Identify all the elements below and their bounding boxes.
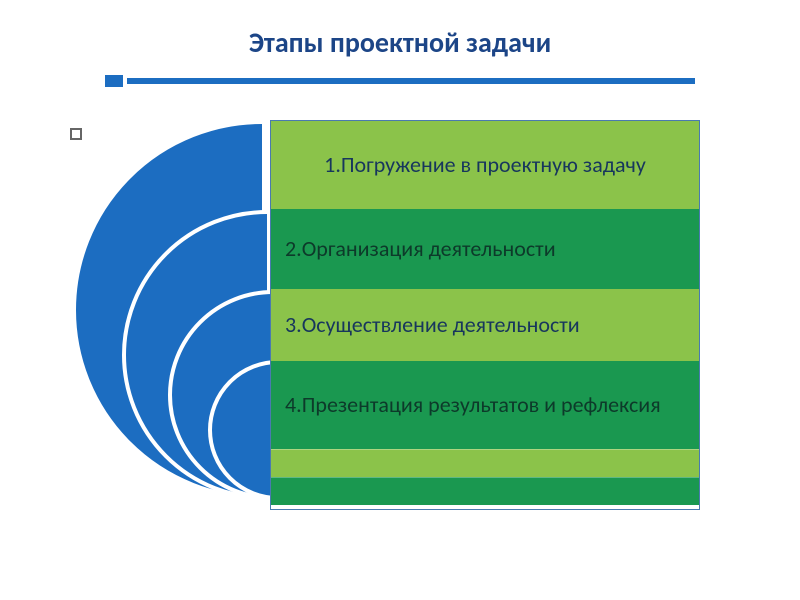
title-divider: [105, 75, 695, 87]
stage-1: 1.Погружение в проектную задачу: [271, 121, 699, 209]
stage-label-4: 4.Презентация результатов и рефлексия: [285, 392, 661, 418]
stages-box: 1.Погружение в проектную задачу 2.Организ…: [270, 120, 700, 510]
stage-label-2: 2.Организация деятельности: [285, 236, 556, 262]
stage-3: 3.Осуществление деятельности: [271, 289, 699, 361]
stage-4: 4.Презентация результатов и рефлексия: [271, 361, 699, 449]
divider-square: [105, 75, 123, 87]
stage-label-1: 1.Погружение в проектную задачу: [324, 152, 646, 178]
bullet-marker: [70, 128, 82, 140]
divider-line: [127, 78, 695, 84]
stage-2: 2.Организация деятельности: [271, 209, 699, 289]
bottom-bar-1: [271, 449, 699, 477]
bottom-bar-2: [271, 477, 699, 505]
page-title: Этапы проектной задачи: [0, 0, 800, 75]
stage-label-3: 3.Осуществление деятельности: [285, 312, 580, 338]
